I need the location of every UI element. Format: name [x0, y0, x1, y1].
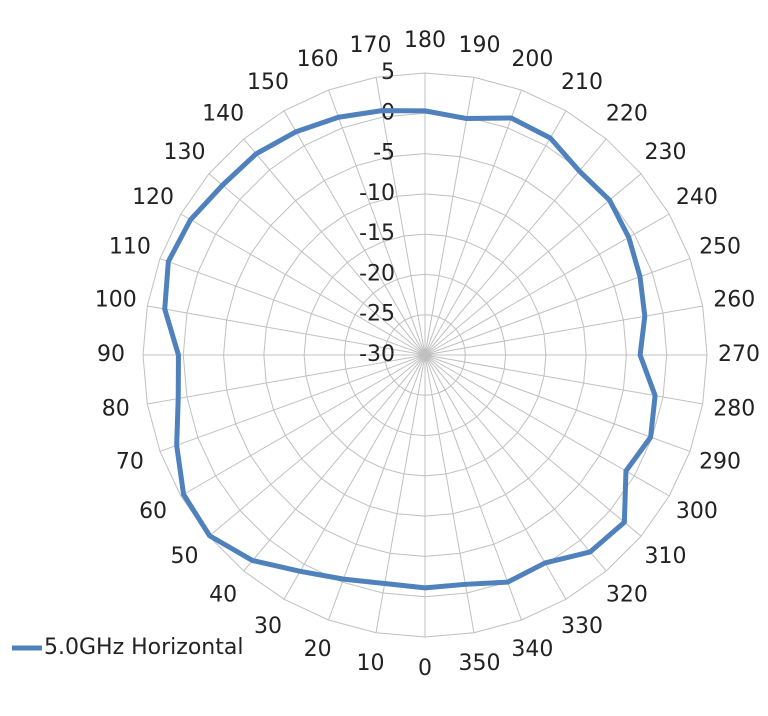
angle-label: 220 [606, 101, 648, 126]
spoke [159, 258, 426, 356]
angle-label: 70 [116, 449, 144, 474]
spoke [424, 77, 475, 356]
angle-label: 100 [95, 287, 137, 312]
spoke [424, 354, 607, 572]
angle-label: 140 [202, 101, 244, 126]
angle-label: 280 [713, 397, 755, 422]
angle-label: 30 [254, 614, 282, 639]
spoke [159, 354, 426, 452]
series-line [162, 108, 658, 591]
spoke [147, 354, 426, 405]
radial-tick-label: -30 [359, 342, 395, 367]
spoke [424, 354, 670, 497]
angle-label: 90 [97, 342, 125, 367]
angle-label: 40 [209, 583, 237, 608]
spoke [424, 354, 567, 600]
angle-label: 230 [645, 140, 687, 165]
angle-label: 170 [349, 33, 391, 58]
spoke [180, 354, 426, 497]
angle-label: 160 [297, 47, 339, 72]
angle-label: 350 [459, 651, 501, 676]
legend-label: 5.0GHz Horizontal [44, 635, 243, 660]
angle-label: 340 [511, 637, 553, 662]
angle-label: 110 [109, 235, 151, 260]
angle-label: 10 [356, 651, 384, 676]
spoke [208, 173, 426, 356]
radial-tick-label: -20 [359, 261, 395, 286]
angle-label: 20 [304, 637, 332, 662]
spoke [424, 110, 567, 356]
angle-label: 130 [163, 140, 205, 165]
angle-label: 60 [139, 499, 167, 524]
angle-label: 120 [132, 185, 174, 210]
angle-label: 270 [718, 342, 760, 367]
angle-label: 330 [561, 614, 603, 639]
radial-tick-label: -25 [359, 302, 395, 327]
angle-label: 200 [511, 47, 553, 72]
spoke [147, 305, 426, 356]
spoke [424, 138, 607, 356]
spoke [375, 77, 426, 356]
spoke [328, 89, 426, 356]
spoke [424, 354, 642, 537]
angle-label: 240 [676, 185, 718, 210]
angle-label: 0 [418, 656, 432, 681]
spoke [328, 354, 426, 621]
radial-tick-label: 5 [381, 60, 395, 85]
spoke [208, 354, 426, 537]
spoke [375, 354, 426, 633]
angle-label: 150 [247, 70, 289, 95]
angle-label: 290 [699, 449, 741, 474]
spoke [424, 89, 522, 356]
spoke [283, 354, 426, 600]
spoke [180, 213, 426, 356]
angle-label: 320 [606, 583, 648, 608]
spoke [424, 354, 691, 452]
radial-tick-label: -5 [373, 141, 395, 166]
spoke [243, 138, 426, 356]
angle-label: 260 [713, 287, 755, 312]
spoke [424, 305, 703, 356]
radial-tick-label: -15 [359, 221, 395, 246]
spoke [243, 354, 426, 572]
spoke [424, 354, 522, 621]
angle-label: 210 [561, 70, 603, 95]
angle-label: 310 [645, 544, 687, 569]
radial-tick-label: -10 [359, 181, 395, 206]
spoke [283, 110, 426, 356]
angle-label: 250 [699, 235, 741, 260]
angle-label: 180 [404, 28, 446, 53]
spoke [424, 258, 691, 356]
angle-label: 190 [459, 33, 501, 58]
spoke [424, 173, 642, 356]
angle-label: 300 [676, 499, 718, 524]
angle-label: 50 [170, 544, 198, 569]
angle-label: 80 [102, 397, 130, 422]
